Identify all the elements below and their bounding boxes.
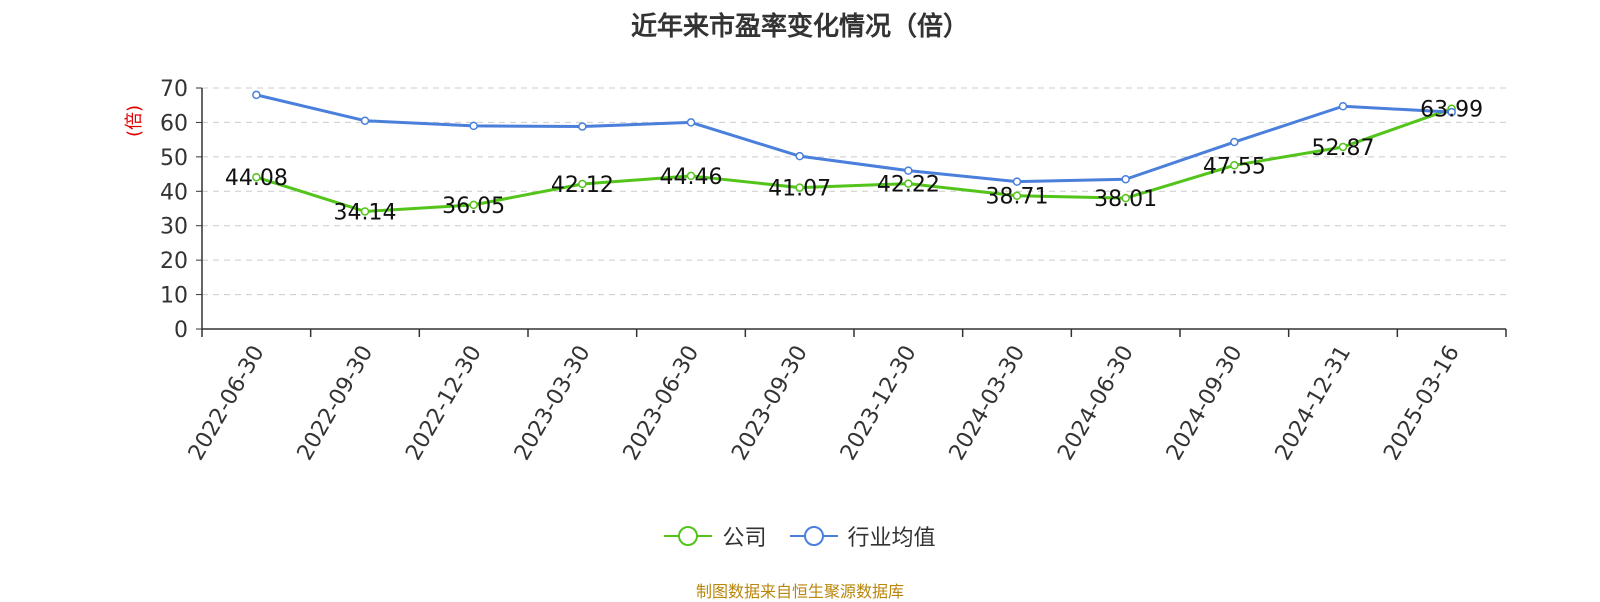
legend-line-circle-icon [664, 526, 713, 546]
data-point[interactable] [795, 183, 804, 192]
y-tick-label: 50 [160, 146, 188, 171]
series-line [255, 93, 1452, 184]
data-point[interactable] [1121, 193, 1130, 203]
data-point[interactable] [1338, 101, 1348, 111]
x-tick-label: 2025-03-16 [1379, 342, 1465, 465]
legend-line-circle-icon [789, 526, 838, 546]
data-label: 36.05 [442, 194, 505, 219]
data-point[interactable] [904, 166, 913, 175]
data-point[interactable] [1230, 137, 1239, 147]
y-tick-label: 70 [160, 77, 188, 102]
data-point[interactable] [252, 172, 261, 182]
data-point[interactable] [686, 118, 696, 127]
data-point[interactable] [904, 179, 913, 188]
data-label: 41.07 [768, 177, 831, 202]
x-tick-labels: 2022-06-30 2022-09-30 2022-12-30 2023-03-30… [184, 329, 1507, 465]
data-point[interactable] [252, 90, 261, 100]
data-label: 42.22 [877, 173, 940, 198]
data-point[interactable] [578, 122, 587, 131]
y-tick-label: 20 [160, 249, 188, 274]
legend-item-company[interactable]: 公司 [664, 520, 767, 552]
data-point[interactable] [1012, 177, 1022, 186]
legend-label-industry: 行业均值 [847, 526, 936, 551]
x-tick-label: 2023-09-30 [727, 342, 813, 465]
data-label: 38.71 [986, 185, 1049, 210]
grid-lines [202, 87, 1506, 296]
data-labels: 44.08 34.14 36.05 42.12 44.46 41.07 42.22 38.71… [225, 98, 1483, 226]
data-label: 52.87 [1312, 136, 1375, 161]
legend-label-company: 公司 [722, 526, 767, 551]
x-tick-label: 2022-06-30 [184, 342, 270, 465]
data-label: 38.01 [1094, 187, 1157, 212]
legend-item-industry[interactable]: 行业均值 [789, 520, 936, 552]
y-tick-label: 10 [160, 284, 188, 309]
y-tick-label: 30 [160, 215, 188, 240]
series-line [255, 107, 1453, 213]
data-point[interactable] [469, 121, 478, 131]
data-point[interactable] [1338, 142, 1348, 152]
data-point[interactable] [360, 207, 370, 216]
data-label: 44.46 [660, 165, 723, 190]
x-tick-label: 2022-12-30 [401, 341, 487, 464]
data-point[interactable] [1230, 161, 1239, 170]
data-point[interactable] [1012, 191, 1022, 200]
data-label: 47.55 [1203, 154, 1266, 179]
x-tick-label: 2024-09-30 [1162, 342, 1248, 465]
x-tick-label: 2024-06-30 [1053, 342, 1139, 465]
data-point[interactable] [360, 116, 370, 125]
series-industry [252, 90, 1456, 186]
data-point[interactable] [795, 151, 804, 161]
x-tick-label: 2024-03-30 [945, 342, 1031, 465]
y-tick-label: 0 [174, 318, 188, 343]
y-tick-labels: 0 10 20 30 40 50 60 70 [160, 77, 202, 343]
x-tick-label: 2022-09-30 [293, 342, 379, 465]
series [252, 90, 1456, 216]
data-label: 42.12 [551, 173, 614, 198]
x-tick-label: 2023-12-30 [836, 341, 922, 464]
data-point[interactable] [1121, 174, 1130, 184]
data-label: 34.14 [334, 200, 397, 225]
chart-title: 近年来市盈率变化情况（倍） [630, 12, 969, 42]
y-tick-label: 60 [160, 111, 188, 136]
legend: 公司 行业均值 [0, 520, 1600, 554]
data-point[interactable] [578, 179, 587, 189]
data-point[interactable] [469, 200, 478, 210]
data-label: 63.99 [1420, 98, 1483, 123]
source-note: 制图数据来自恒生聚源数据库 [695, 582, 904, 601]
x-tick-label: 2024-12-31 [1271, 342, 1357, 465]
data-label: 44.08 [225, 166, 288, 191]
y-axis-label: (倍) [124, 105, 145, 137]
x-tick-label: 2023-06-30 [619, 342, 705, 465]
x-tick-label: 2023-03-30 [510, 342, 596, 465]
data-point[interactable] [686, 171, 696, 181]
y-tick-label: 40 [160, 180, 188, 205]
series-company [252, 104, 1456, 216]
data-point[interactable] [1447, 107, 1456, 117]
